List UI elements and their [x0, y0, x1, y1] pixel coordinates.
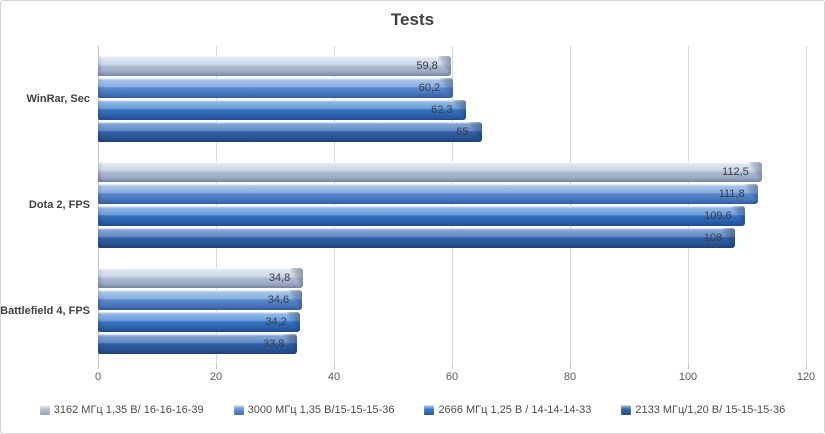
bar-winrar-sec-series-2: 60,2	[98, 78, 454, 98]
y-axis-line	[98, 46, 99, 364]
bar-dota-2-fps-series-1: 112,5	[98, 162, 762, 182]
legend-item-4: 2133 МГц/1,20 В/ 15-15-15-36	[621, 404, 785, 416]
bar-winrar-sec-series-4: 65	[98, 122, 482, 142]
x-tick-label-40: 40	[327, 371, 341, 383]
gridline-20	[216, 46, 217, 364]
x-tick-label-80: 80	[563, 371, 577, 383]
legend-label: 3000 МГц 1,35 В/15-15-15-36	[247, 404, 395, 416]
category-label-dota-2-fps: Dota 2, FPS	[28, 199, 90, 211]
x-tick-40	[334, 364, 335, 369]
x-tick-100	[688, 364, 689, 369]
bar-group-dota-2-fps: 112,5 111,8 109,6 108	[98, 152, 806, 258]
bar-value-label: 112,5	[722, 166, 749, 178]
x-axis: 0 20 40 60 80 100 120	[94, 364, 815, 388]
bar-value-label: 62,3	[431, 104, 453, 116]
x-tick-label-100: 100	[678, 371, 698, 383]
bar-winrar-sec-series-3: 62,3	[98, 100, 466, 120]
legend-item-3: 2666 МГц 1,25 В / 14-14-14-33	[424, 404, 591, 416]
bar-value-label: 34,6	[267, 294, 290, 306]
bar-battlefield-4-fps-series-3: 34,2	[98, 312, 300, 332]
gridline-40	[334, 46, 335, 364]
x-tick-label-60: 60	[445, 371, 459, 383]
legend-marker-icon	[621, 405, 632, 415]
legend-item-1: 3162 МГц 1,35 В/ 16-16-16-39	[39, 404, 204, 416]
legend: 3162 МГц 1,35 В/ 16-16-16-39 3000 МГц 1,3…	[1, 404, 824, 416]
bar-battlefield-4-fps-series-2: 34,6	[98, 290, 303, 310]
bar-value-label: 60,2	[418, 82, 441, 94]
x-tick-60	[452, 364, 453, 369]
bar-value-label: 108	[703, 232, 723, 244]
x-tick-20	[216, 364, 217, 369]
chart-title: Tests	[390, 10, 435, 29]
bar-value-label: 111,8	[718, 188, 745, 200]
x-tick-0	[98, 364, 99, 369]
bar-value-label: 65	[456, 126, 469, 138]
bar-value-label: 34,8	[268, 272, 291, 284]
category-label-battlefield-4-fps: Battlefield 4, FPS	[0, 305, 90, 317]
legend-label: 2133 МГц/1,20 В/ 15-15-15-36	[635, 404, 786, 416]
category-axis: WinRar, Sec Dota 2, FPS Battlefield 4, FPS	[1, 46, 90, 364]
gridline-120	[806, 46, 807, 364]
x-tick-label-0: 0	[94, 371, 102, 383]
legend-item-2: 3000 МГц 1,35 В/15-15-15-36	[233, 404, 395, 416]
legend-marker-icon	[424, 405, 435, 415]
x-tick-120	[806, 364, 807, 369]
gridline-100	[688, 46, 689, 364]
legend-label: 3162 МГц 1,35 В/ 16-16-16-39	[53, 404, 204, 416]
gridline-80	[570, 46, 571, 364]
legend-marker-icon	[233, 405, 244, 415]
x-tick-label-120: 120	[796, 371, 816, 383]
bar-battlefield-4-fps-series-1: 34,8	[98, 268, 304, 288]
bar-group-winrar-sec: 59,8 60,2 62,3 65	[98, 46, 806, 152]
x-tick-80	[570, 364, 571, 369]
legend-marker-icon	[39, 405, 50, 415]
bar-dota-2-fps-series-4: 108	[98, 228, 736, 248]
bar-winrar-sec-series-1: 59,8	[98, 56, 451, 76]
x-tick-label-20: 20	[209, 371, 223, 383]
category-label-winrar-sec: WinRar, Sec	[26, 93, 90, 105]
bar-dota-2-fps-series-3: 109,6	[98, 206, 745, 226]
bar-dota-2-fps-series-2: 111,8	[98, 184, 758, 204]
bar-value-label: 59,8	[416, 60, 438, 72]
gridline-60	[452, 46, 453, 364]
bar-value-label: 33,8	[262, 338, 285, 350]
bar-battlefield-4-fps-series-4: 33,8	[98, 334, 298, 354]
bar-group-battlefield-4-fps: 34,8 34,6 34,2 33,8	[98, 258, 806, 364]
bar-value-label: 34,2	[265, 316, 287, 328]
legend-label: 2666 МГц 1,25 В / 14-14-14-33	[438, 404, 592, 416]
plot-area: 59,8 60,2 62,3 65 112,5 111,8 109,6 108 34,8 34,6…	[98, 46, 807, 364]
bar-value-label: 109,6	[704, 210, 732, 222]
